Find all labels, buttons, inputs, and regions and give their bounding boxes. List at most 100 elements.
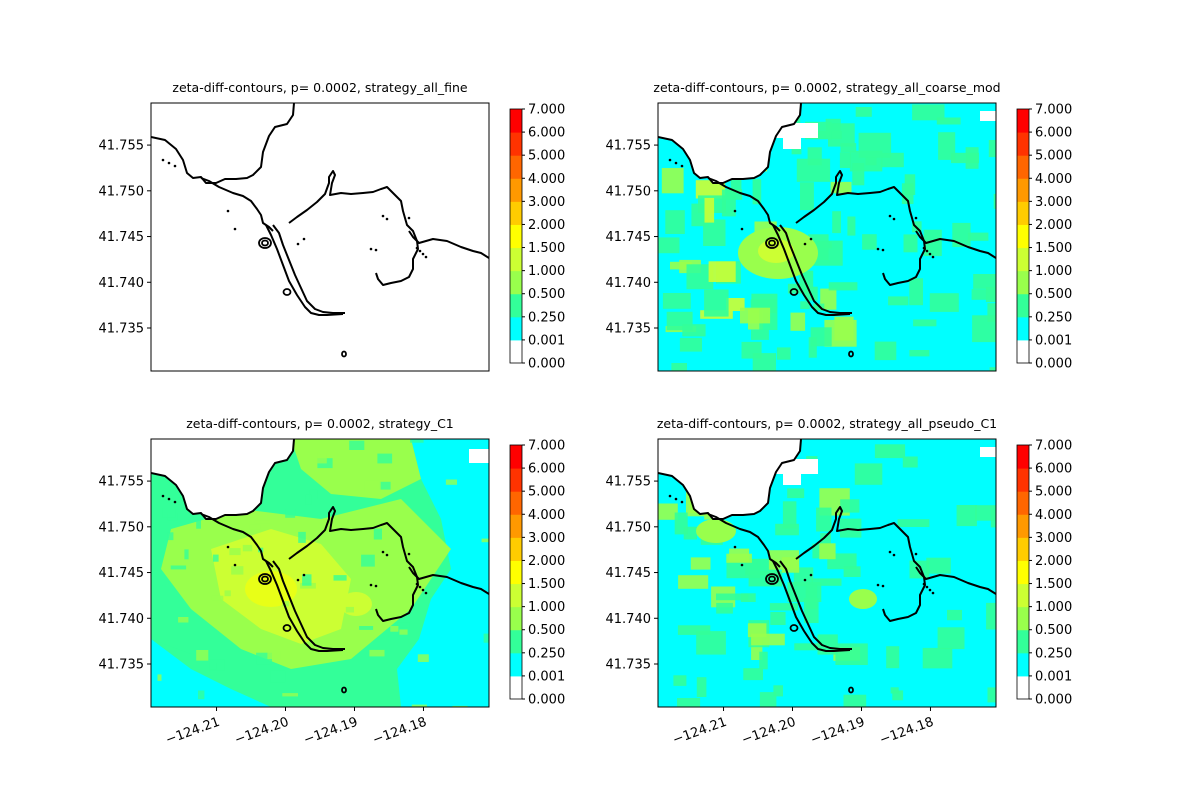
contour-fill-cell [677, 698, 701, 707]
contour-fill-cell [270, 706, 281, 707]
colorbar: 0.000 0.001 0.250 0.500 1.000 1.500 2.000 3.000… [1016, 439, 1072, 708]
coastline-rock [925, 585, 929, 589]
contour-fill-cell [903, 234, 918, 253]
contour-fill-cell [665, 210, 685, 234]
contour-fill-cell [716, 602, 733, 614]
coastline-rock [369, 583, 373, 587]
colorbar-segment [1017, 468, 1029, 492]
contour-fill-cell [855, 107, 872, 117]
colorbar-segment [510, 445, 522, 469]
colorbar-segment [510, 155, 522, 179]
coastline-island [261, 239, 269, 247]
coastline-island [258, 237, 272, 249]
contour-fill-cell [820, 533, 831, 550]
coastline [707, 513, 781, 568]
contour-fill-cell [769, 603, 798, 611]
contour-fill-cell [729, 548, 750, 562]
contour-fill-band [849, 589, 877, 609]
contour-fill-cell [782, 501, 797, 529]
contour-fill-cell [787, 283, 810, 294]
contour-fill-cell [759, 651, 768, 670]
contour-fill-cell [840, 143, 857, 153]
contour-fill-cell [678, 575, 709, 589]
contour-fill-cell [677, 625, 711, 635]
coastline-rock [680, 164, 684, 168]
colorbar-segment [510, 606, 522, 631]
coastline [200, 177, 274, 232]
colorbar-tick-label: 0.500 [528, 287, 565, 302]
contour-fill-cell [904, 174, 916, 195]
colorbar: 0.000 0.001 0.250 0.500 1.000 1.500 2.000 3.000… [509, 439, 565, 708]
colorbar-segment [510, 316, 522, 341]
contour-fill-cell [839, 152, 851, 168]
contour-fill-cell [993, 193, 996, 209]
contour-fill-cell [972, 315, 996, 343]
contour-fill-cell [874, 444, 906, 459]
contour-fill-cell [704, 289, 729, 317]
contour-fill-cell [909, 560, 930, 579]
contour-fill-cell [369, 649, 385, 657]
contour-fill-cell [671, 363, 687, 371]
coastline [288, 506, 489, 595]
coastline [265, 224, 344, 316]
contour-fill-cell [888, 296, 909, 306]
contour-fill-cell [952, 222, 971, 247]
coastline-rock [381, 214, 385, 218]
contour-fill-cell [865, 156, 877, 166]
coastline-island [848, 686, 854, 694]
contour-fill-cell [282, 601, 289, 607]
colorbar-tick-label: 6.000 [528, 126, 565, 141]
coastline-island [282, 288, 292, 296]
subplot-title: zeta-diff-contours, p= 0.0002, strategy_… [657, 416, 997, 431]
contour-fill-cell [721, 189, 736, 217]
colorbar-tick-label: 0.001 [528, 669, 565, 684]
colorbar-segment [510, 675, 522, 700]
contour-fill-cell [162, 508, 176, 518]
y-tick-label: 41.745 [99, 230, 145, 245]
colorbar-segment [1017, 270, 1029, 295]
y-tick-label: 41.745 [99, 566, 145, 581]
land-area [151, 439, 294, 519]
colorbar-tick-label: 5.000 [528, 485, 565, 500]
land-area [658, 103, 801, 183]
coastline-rock [421, 588, 425, 592]
coastline [795, 506, 996, 595]
contour-fill-cell [178, 617, 189, 623]
coastline-rock [809, 237, 813, 241]
contour-fill-cell [776, 347, 791, 360]
colorbar-tick-label: 3.000 [528, 195, 565, 210]
colorbar-tick-label: 1.500 [1035, 241, 1072, 256]
colorbar-segment [1017, 247, 1029, 272]
contour-fill-cell [986, 602, 996, 630]
coastline-rock [803, 578, 807, 582]
contour-fill-cell [285, 509, 296, 518]
contour-fill-cell [743, 668, 763, 681]
coastline [707, 177, 781, 232]
colorbar-frame [1016, 444, 1030, 700]
colorbar-frame [509, 444, 523, 700]
colorbar-segment [510, 247, 522, 272]
coastline-rock [674, 161, 678, 165]
contour-fill-cell [847, 216, 856, 236]
coastline [772, 560, 851, 652]
coastline-rock [674, 497, 678, 501]
contour-fill-cell [973, 274, 996, 289]
colorbar-tick-label: 0.000 [528, 357, 565, 372]
colorbar-segment [1017, 629, 1029, 654]
contour-fill-cell [390, 626, 399, 632]
contour-fill-cell [909, 350, 930, 357]
colorbar-segment [510, 132, 522, 156]
contour-fill-cell [947, 609, 962, 621]
contour-fill-cell [922, 647, 953, 669]
contour-fill-cell [483, 633, 489, 643]
colorbar-segment [510, 109, 522, 133]
contour-fill-cell [834, 316, 854, 341]
colorbar-segment [1017, 560, 1029, 585]
contour-fill-cell [213, 554, 219, 562]
coastline [200, 513, 274, 568]
x-tick-label: −124.19 [302, 715, 360, 748]
contour-fill-cell [987, 687, 996, 703]
contour-fill-cell [794, 643, 820, 651]
coastline [882, 566, 926, 622]
colorbar-segment [510, 468, 522, 492]
